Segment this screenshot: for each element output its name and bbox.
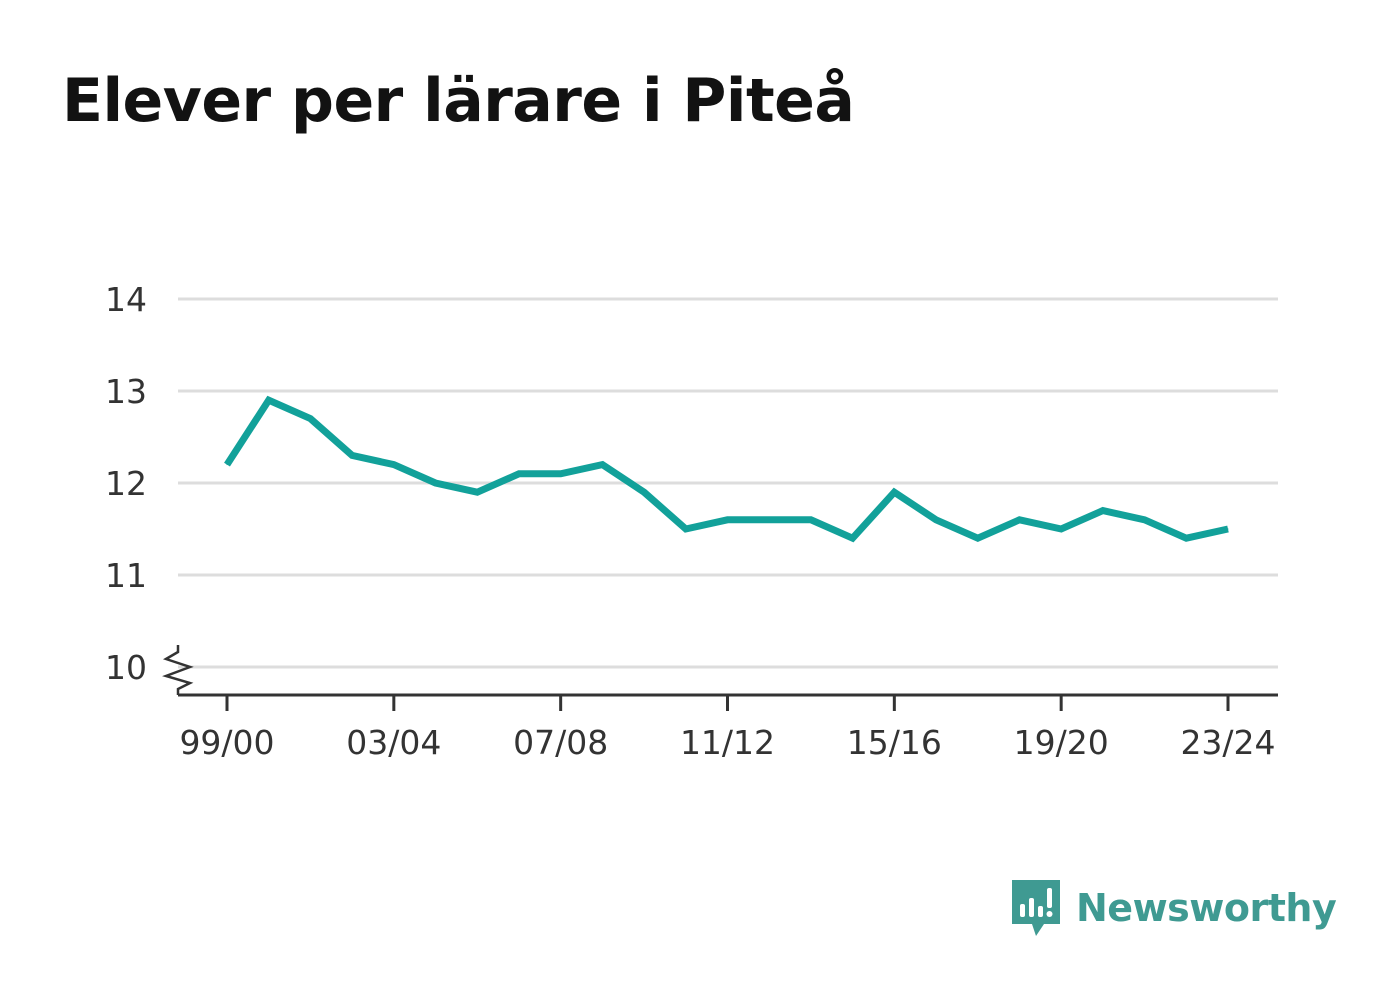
x-axis-labels: 99/00 03/04 07/08 11/12 15/16 19/20 23/24 — [179, 723, 1275, 762]
data-point — [435, 482, 437, 484]
data-point — [1227, 528, 1229, 530]
data-point — [1144, 519, 1146, 521]
data-point — [977, 537, 979, 539]
data-point — [643, 491, 645, 493]
data-point — [768, 519, 770, 521]
data-point — [935, 519, 937, 521]
x-tick-label: 23/24 — [1180, 723, 1275, 762]
gridlines — [178, 297, 1278, 669]
series-lines — [224, 395, 1229, 543]
brand-logo: Newsworthy — [1010, 878, 1337, 938]
x-tick-label: 11/12 — [680, 723, 775, 762]
x-tick-label: 99/00 — [179, 723, 274, 762]
data-point — [1018, 519, 1020, 521]
data-point — [852, 537, 854, 539]
data-point — [268, 399, 270, 401]
data-point — [518, 473, 520, 475]
data-point — [727, 519, 728, 521]
data-point — [1102, 510, 1104, 512]
data-point — [309, 418, 311, 420]
newsworthy-logo-icon — [1012, 880, 1060, 936]
y-axis-labels: 10 11 12 13 14 — [105, 280, 147, 687]
x-tick-label: 19/20 — [1014, 723, 1109, 762]
data-point — [1060, 528, 1062, 530]
y-tick-label: 14 — [105, 280, 147, 319]
brand-name: Newsworthy — [1076, 886, 1337, 930]
data-point — [893, 491, 895, 493]
data-point — [393, 464, 395, 466]
y-tick-label: 12 — [105, 464, 147, 503]
x-axis — [162, 645, 1278, 711]
data-point — [226, 464, 228, 466]
axis-break-icon — [162, 645, 194, 695]
x-tick-label: 07/08 — [513, 723, 608, 762]
series-line-0 — [224, 395, 1229, 543]
chart-title: Elever per lärare i Piteå — [62, 66, 855, 136]
y-tick-label: 10 — [105, 648, 147, 687]
data-point — [351, 454, 353, 456]
data-point — [476, 491, 478, 493]
x-tick-label: 15/16 — [847, 723, 942, 762]
y-tick-label: 13 — [105, 372, 147, 411]
x-tick-label: 03/04 — [346, 723, 441, 762]
data-point — [685, 528, 687, 530]
data-point — [810, 519, 812, 521]
data-point — [560, 473, 562, 475]
data-point — [601, 464, 603, 466]
y-tick-label: 11 — [105, 556, 147, 595]
data-point — [1185, 537, 1187, 539]
